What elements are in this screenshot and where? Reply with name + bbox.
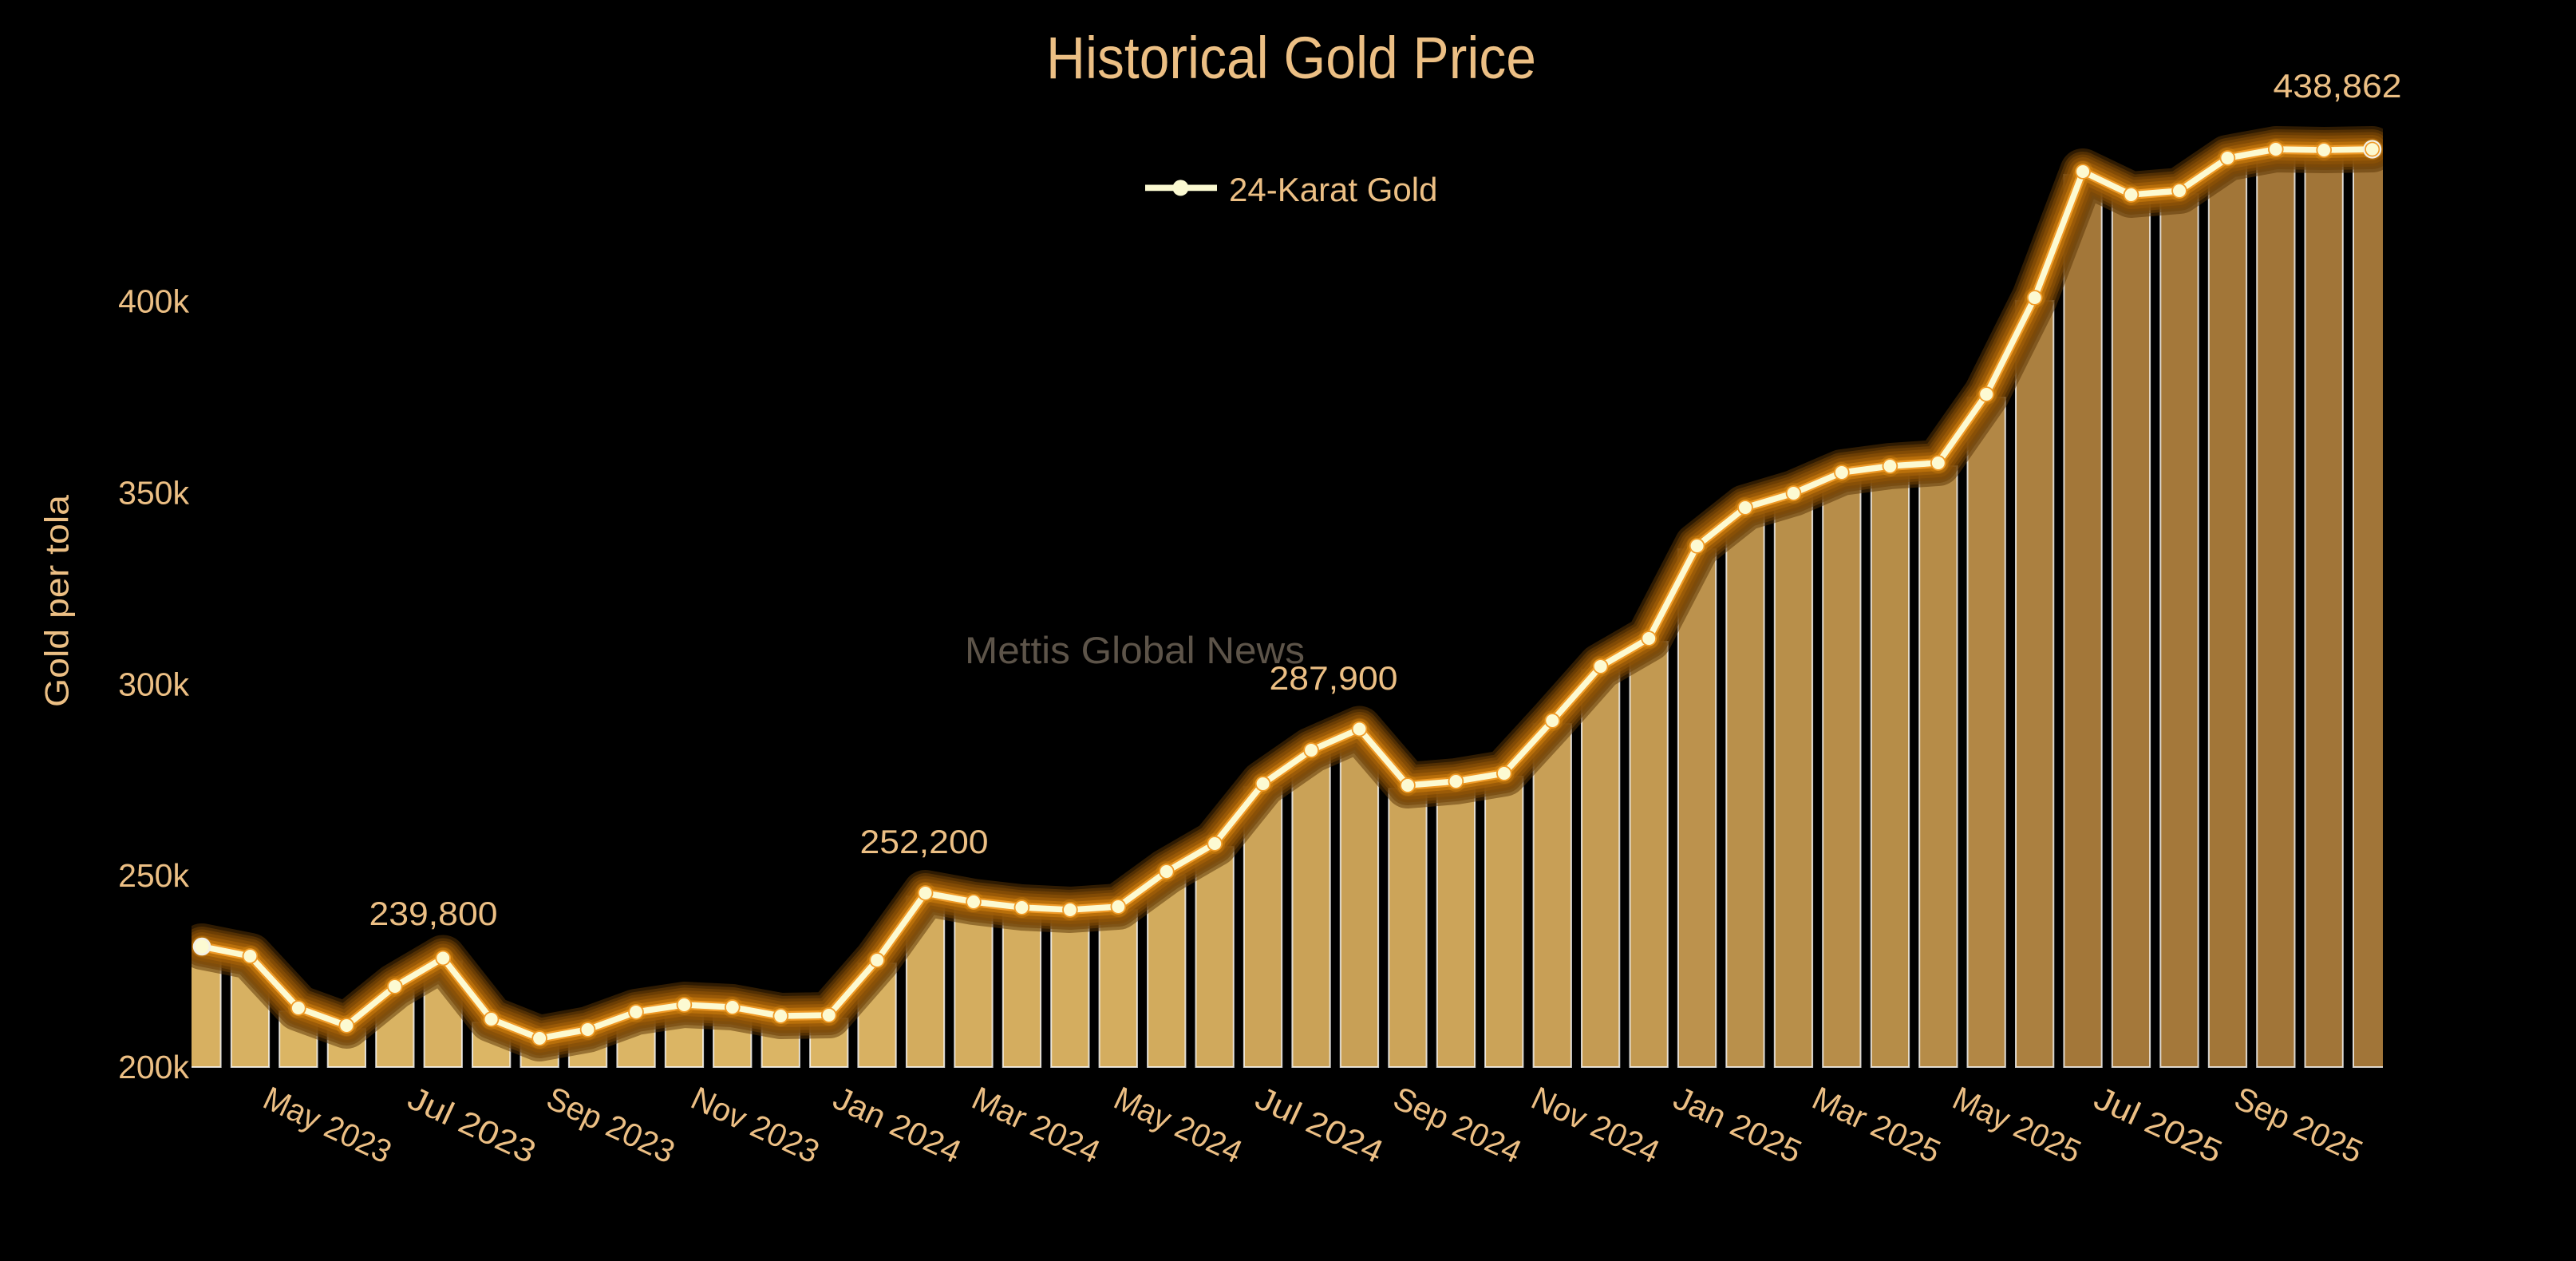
svg-text:438,862: 438,862 (2274, 67, 2402, 105)
svg-text:287,900: 287,900 (1270, 659, 1398, 697)
svg-text:Gold per tola: Gold per tola (38, 494, 76, 707)
svg-text:239,800: 239,800 (369, 895, 498, 932)
svg-text:Mettis Global News: Mettis Global News (965, 629, 1305, 671)
svg-text:400k: 400k (118, 283, 189, 320)
svg-text:250k: 250k (118, 857, 189, 894)
svg-text:252,200: 252,200 (860, 823, 989, 860)
svg-text:350k: 350k (118, 475, 189, 512)
svg-text:200k: 200k (118, 1049, 189, 1085)
svg-text:300k: 300k (118, 666, 189, 702)
svg-text:24-Karat Gold: 24-Karat Gold (1229, 171, 1437, 208)
svg-text:Historical Gold Price: Historical Gold Price (1046, 25, 1536, 91)
